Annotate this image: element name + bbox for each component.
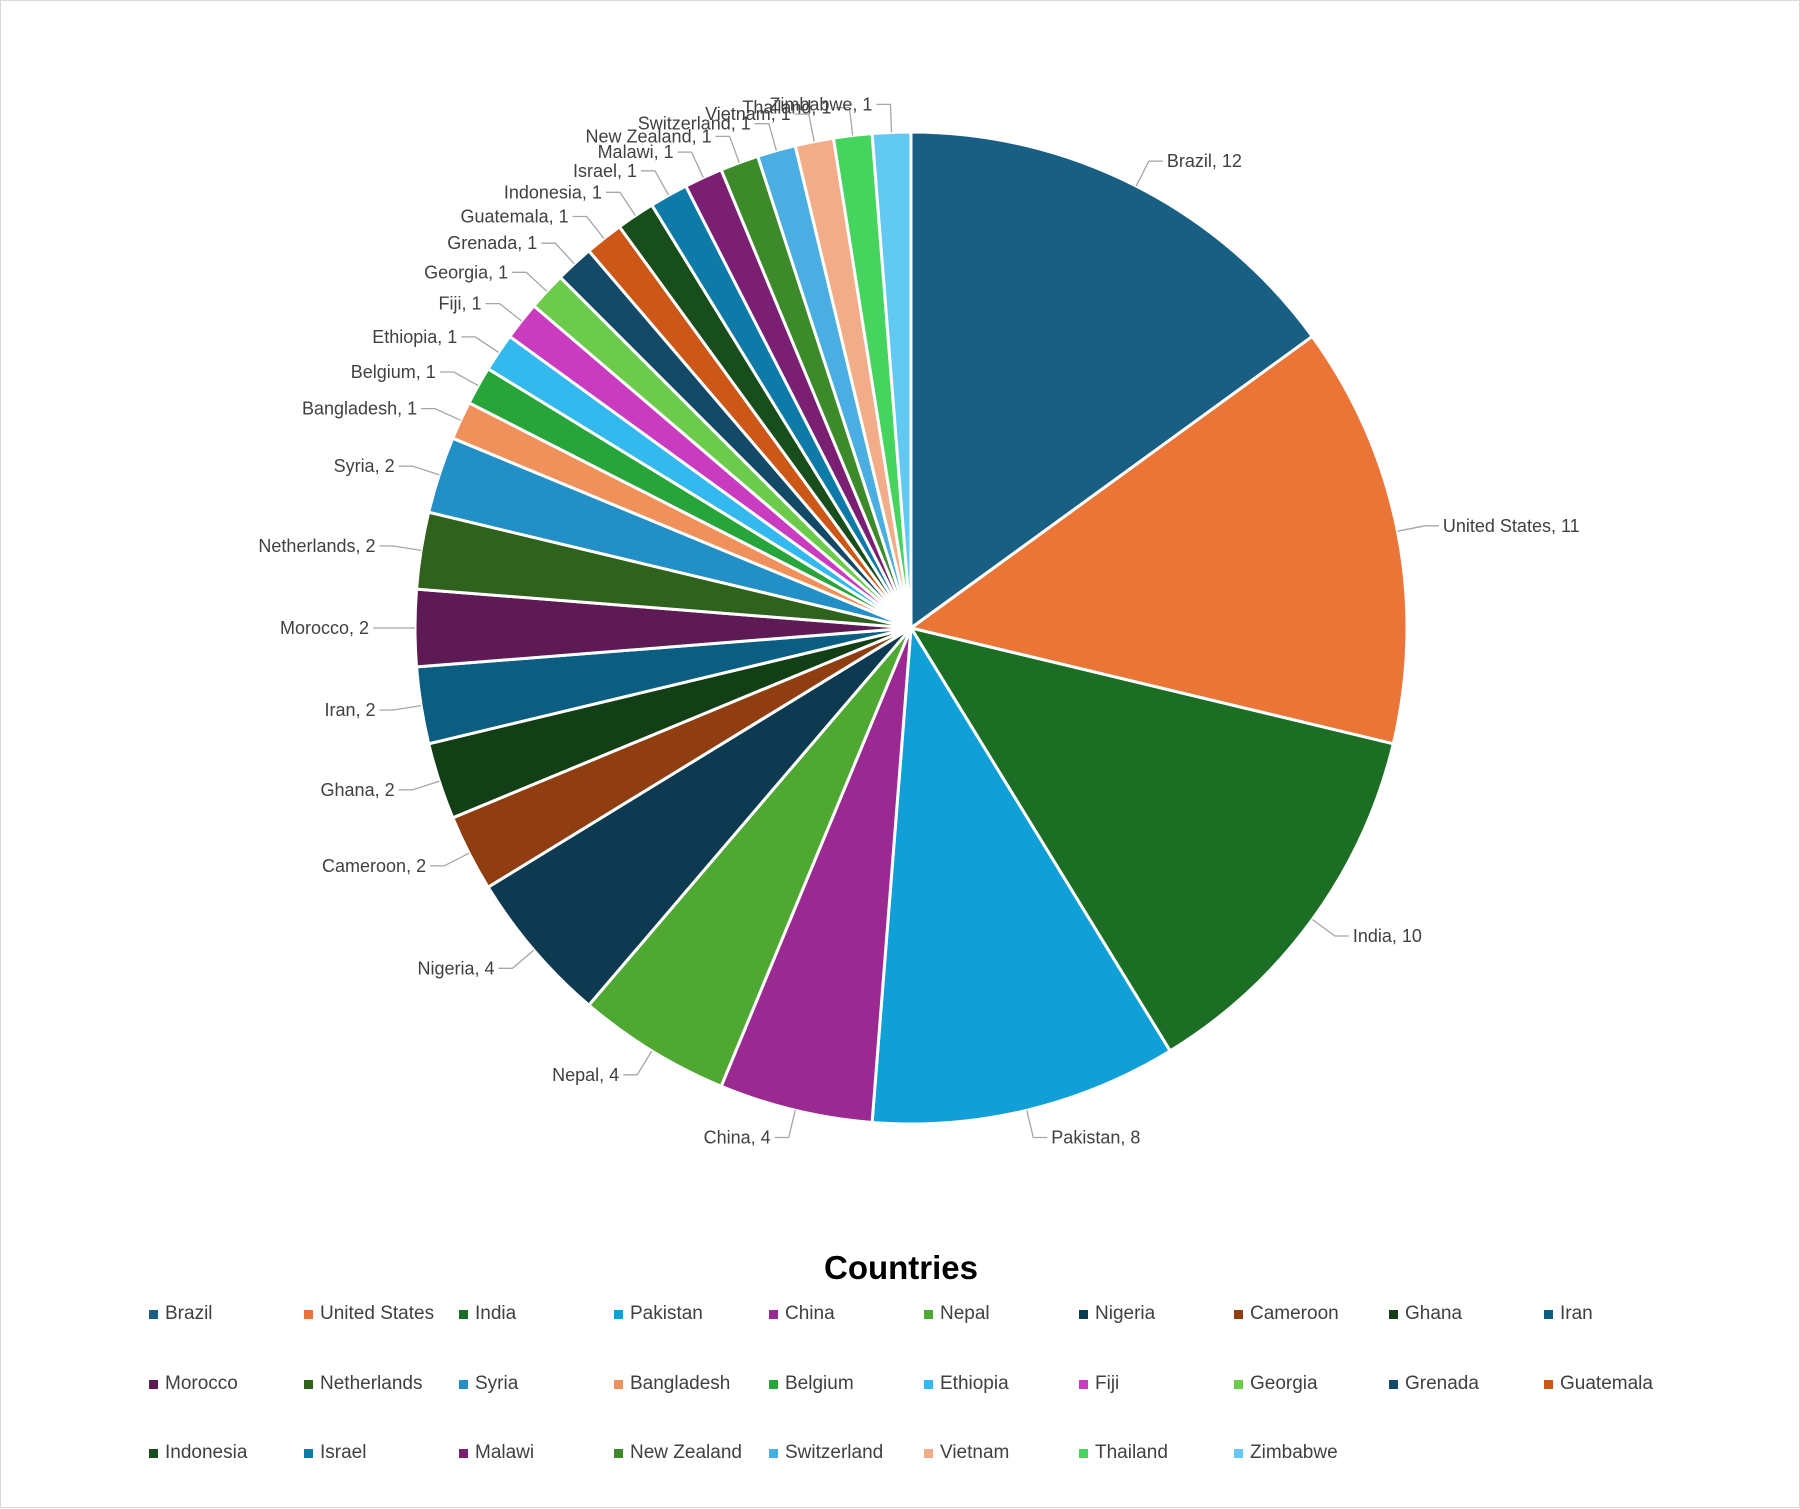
leader-line-indonesia: [605, 191, 636, 216]
pie-slice-pakistan: [870, 626, 1172, 1126]
data-label-pakistan: Pakistan, 8: [1051, 1128, 1140, 1148]
data-label-nigeria: Nigeria, 4: [417, 958, 494, 978]
data-label-malawi: Malawi, 1: [598, 142, 674, 162]
pie-slice-india: [909, 626, 1395, 1053]
pie-slice-united-states: [909, 334, 1409, 746]
leader-line-ethiopia: [461, 336, 499, 353]
leader-line-thailand: [835, 106, 854, 136]
pie-slice-nepal: [587, 626, 913, 1088]
leader-line-syria: [398, 465, 440, 476]
data-label-morocco: Morocco, 2: [280, 618, 369, 638]
data-label-united-states: United States, 11: [1443, 516, 1580, 536]
data-label-zimbabwe: Zimbabwe, 1: [769, 94, 872, 114]
leader-line-malawi: [677, 151, 704, 178]
leader-line-guatemala: [572, 215, 605, 239]
data-label-iran: Iran, 2: [324, 700, 375, 720]
data-label-fiji: Fiji, 1: [438, 294, 481, 314]
data-label-grenada: Grenada, 1: [447, 233, 537, 253]
data-label-thailand: Thailand, 1: [742, 98, 831, 118]
data-label-vietnam: Vietnam, 1: [705, 104, 791, 124]
data-label-china: China, 4: [704, 1128, 771, 1148]
legend-title: Countries: [823, 1249, 978, 1286]
leader-line-nepal: [623, 1050, 653, 1076]
leader-line-india: [1311, 918, 1349, 937]
leader-line-fiji: [485, 302, 522, 322]
data-label-bangladesh: Bangladesh, 1: [302, 399, 417, 419]
data-label-switzerland: Switzerland, 1: [638, 114, 751, 134]
leader-line-grenada: [541, 242, 575, 265]
data-label-belgium: Belgium, 1: [351, 362, 436, 382]
data-label-new-zealand: New Zealand, 1: [586, 126, 712, 146]
leader-line-pakistan: [1026, 1110, 1048, 1139]
data-label-indonesia: Indonesia, 1: [504, 182, 602, 202]
data-label-cameroon: Cameroon, 2: [322, 856, 426, 876]
leader-line-cameroon: [430, 852, 470, 867]
leader-line-belgium: [439, 371, 479, 387]
data-label-israel: Israel, 1: [573, 161, 637, 181]
data-label-india: India, 10: [1353, 926, 1422, 946]
leader-line-netherlands: [379, 545, 422, 552]
pie-slice-nigeria: [486, 626, 913, 1007]
leader-line-new-zealand: [715, 135, 740, 163]
leader-line-nigeria: [498, 949, 535, 969]
leader-line-switzerland: [754, 123, 778, 151]
data-label-ghana: Ghana, 2: [321, 780, 395, 800]
leader-line-bangladesh: [421, 407, 461, 421]
leader-line-zimbabwe: [876, 103, 893, 133]
data-labels: Brazil, 12 United States, 11 India, 10 Paki…: [258, 94, 1579, 1147]
data-label-syria: Syria, 2: [334, 456, 395, 476]
leader-line-china: [774, 1110, 796, 1139]
leader-line-ghana: [398, 780, 440, 791]
leader-line-brazil: [1135, 160, 1163, 187]
data-label-georgia: Georgia, 1: [424, 262, 508, 282]
data-label-brazil: Brazil, 12: [1167, 151, 1242, 171]
leader-line-united-states: [1397, 525, 1439, 532]
data-label-netherlands: Netherlands, 2: [258, 536, 375, 556]
data-label-ethiopia: Ethiopia, 1: [372, 327, 457, 347]
leader-line-iran: [379, 704, 422, 711]
leader-line-georgia: [512, 271, 548, 292]
data-label-nepal: Nepal, 4: [552, 1065, 619, 1085]
data-label-guatemala: Guatemala, 1: [461, 207, 569, 227]
leader-lines: [373, 103, 1439, 1139]
pie-slices: [413, 130, 1409, 1126]
leader-line-vietnam: [794, 113, 815, 142]
pie-slice-china: [719, 626, 913, 1124]
leader-line-israel: [641, 170, 670, 196]
